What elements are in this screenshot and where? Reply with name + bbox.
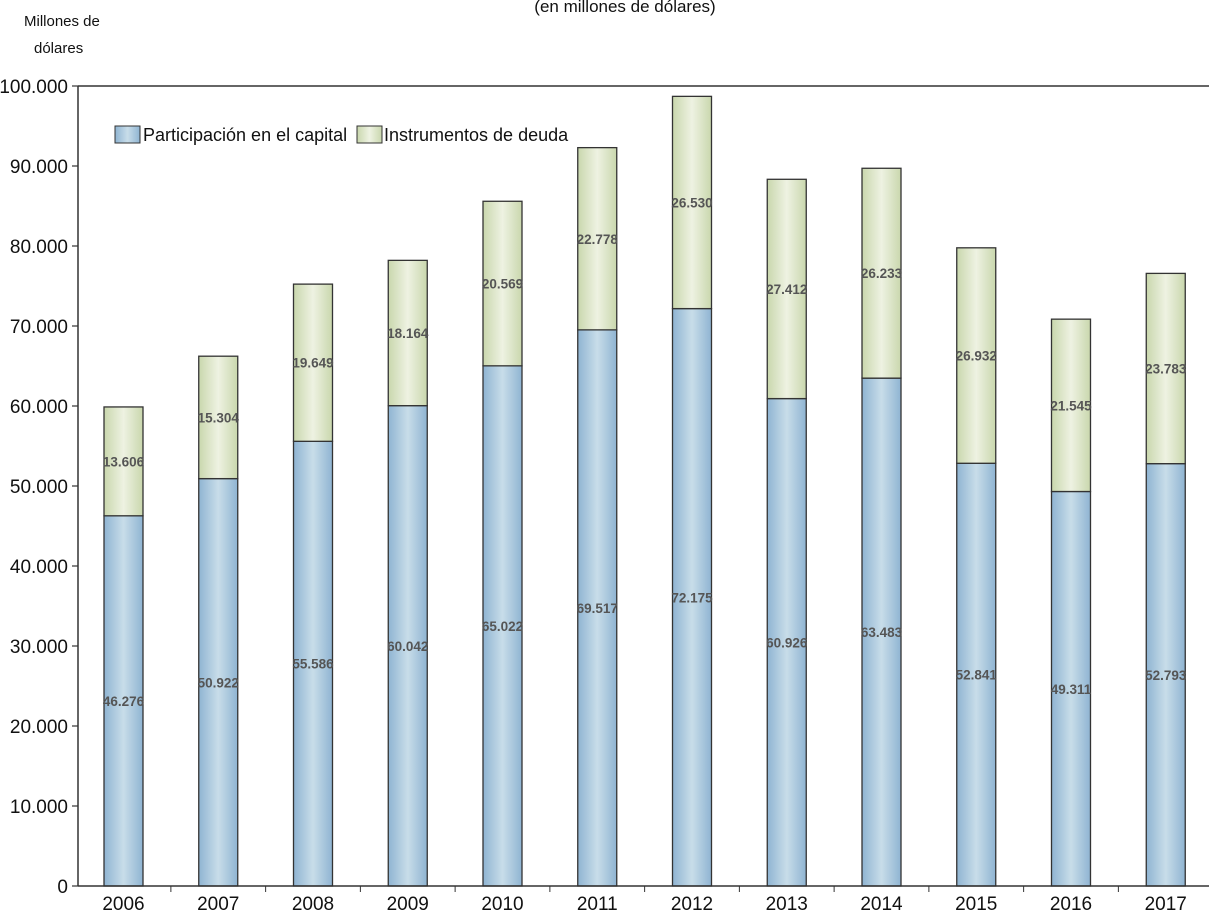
x-tick-label: 2006 [102,894,144,915]
bar-capital [482,365,523,887]
data-label-capital: 55.586 [292,657,334,672]
bar-capital [292,440,334,887]
data-label-capital: 49.311 [1051,682,1092,697]
bar-deuda [577,146,618,331]
bar-deuda [482,200,523,367]
y-tick-label: 10.000 [10,797,68,818]
data-label-deuda: 26.932 [956,349,997,364]
data-label-capital: 60.042 [387,639,428,654]
y-tick-label: 40.000 [10,557,68,578]
bar-capital [103,515,144,887]
legend-swatch-deuda [356,125,383,144]
bar-capital [766,397,807,887]
y-tick-label: 30.000 [10,637,68,658]
data-label-capital: 52.793 [1145,668,1187,683]
data-label-capital: 65.022 [482,619,523,634]
y-tick-label: 70.000 [10,317,68,338]
bar-deuda [861,167,902,379]
data-label-deuda: 13.606 [103,454,145,469]
x-tick-label: 2011 [577,894,618,915]
bar-deuda [671,95,713,310]
bars-group: 46.276 13.606 50.922 15.304 55.586 19.649 60.0… [103,95,1187,887]
data-label-capital: 63.483 [861,625,903,640]
data-label-capital: 72.175 [671,590,713,605]
x-tick-label: 2010 [481,894,523,915]
x-tick-label: 2008 [292,894,334,915]
y-tick-label: 80.000 [10,237,68,258]
data-label-capital: 60.926 [766,635,808,650]
bar-deuda [956,247,997,464]
y-tick-label: 50.000 [10,477,68,498]
data-label-capital: 50.922 [198,675,239,690]
x-tick-label: 2009 [387,894,429,915]
legend-label-deuda: Instrumentos de deuda [384,125,569,145]
y-tick-label: 0 [57,877,68,898]
data-label-capital: 52.841 [956,668,998,683]
data-label-deuda: 27.412 [766,282,807,297]
x-tick-label: 2014 [860,894,903,915]
legend: Participación en el capital Instrumentos… [114,125,569,145]
chart-title: (en millones de dólares) [534,0,715,16]
legend-swatch-capital [114,125,141,144]
bar-capital [956,462,997,887]
legend-label-capital: Participación en el capital [143,125,347,145]
y-axis-label-line-2: dólares [34,40,83,57]
data-label-deuda: 22.778 [577,232,619,247]
data-label-deuda: 23.783 [1145,362,1187,377]
bar-capital [198,477,239,887]
bar-deuda [198,355,239,480]
x-tick-label: 2017 [1145,894,1187,915]
y-axis-label-line-1: Millones de [24,13,100,30]
y-tick-label: 90.000 [10,157,68,178]
data-label-deuda: 26.530 [671,195,712,210]
data-label-deuda: 18.164 [387,326,429,341]
x-axis-ticks: 2006 2007 2008 2009 2010 2011 2012 2013 2014 2015… [102,886,1187,915]
bar-capital [1145,463,1186,887]
x-tick-label: 2015 [955,894,997,915]
bar-capital [671,307,713,887]
x-tick-label: 2016 [1050,894,1092,915]
y-tick-label: 60.000 [10,397,68,418]
bar-deuda [103,406,144,517]
bar-deuda [292,283,334,442]
bar-deuda [1050,318,1092,493]
x-tick-label: 2007 [197,894,239,915]
x-tick-label: 2012 [671,894,713,915]
y-tick-label: 20.000 [10,717,68,738]
x-tick-label: 2013 [766,894,808,915]
data-label-deuda: 19.649 [292,356,333,371]
bar-capital [577,329,618,887]
data-label-deuda: 26.233 [861,266,903,281]
bar-deuda [387,259,428,407]
data-label-capital: 46.276 [103,694,145,709]
data-label-deuda: 20.569 [482,277,523,292]
y-tick-label: 100.000 [0,77,68,98]
data-label-deuda: 21.545 [1050,398,1092,413]
bar-deuda [766,178,807,400]
data-label-capital: 69.517 [577,601,618,616]
data-label-deuda: 15.304 [198,410,240,425]
y-axis-ticks: 0 10.000 20.000 30.000 40.000 50.000 60.000 70.… [0,77,78,898]
bar-deuda [1145,272,1186,465]
